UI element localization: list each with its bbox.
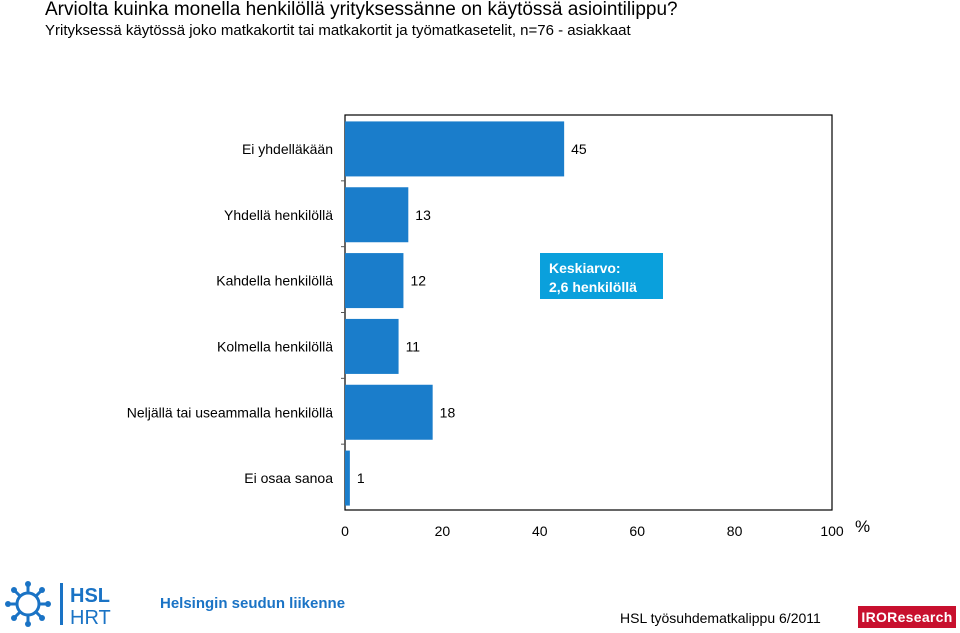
chart-subtitle: Yrityksessä käytössä joko matkakortit ta… bbox=[45, 22, 631, 39]
hsl-tagline: Helsingin seudun liikenne bbox=[160, 595, 346, 612]
annotation-box bbox=[540, 253, 663, 299]
category-label: Ei yhdelläkään bbox=[242, 141, 333, 157]
data-label: 18 bbox=[440, 404, 456, 420]
x-tick-label: 40 bbox=[532, 523, 548, 539]
x-tick-label: 0 bbox=[341, 523, 349, 539]
category-label: Neljällä tai useammalla henkilöllä bbox=[127, 404, 333, 420]
x-tick-label: 80 bbox=[727, 523, 743, 539]
bar bbox=[345, 121, 565, 177]
annotation-line1: Keskiarvo: bbox=[549, 260, 621, 276]
annotation-line2: 2,6 henkilöllä bbox=[549, 279, 637, 295]
x-tick-label: 100 bbox=[820, 523, 844, 539]
x-tick-label: 20 bbox=[435, 523, 451, 539]
bar bbox=[345, 318, 399, 374]
footer-text: HSL työsuhdematkalippu 6/2011 bbox=[620, 610, 821, 626]
chart-title: Arviolta kuinka monella henkilöllä yrity… bbox=[45, 0, 678, 20]
data-label: 13 bbox=[415, 207, 431, 223]
bar bbox=[345, 187, 409, 243]
unit-label: % bbox=[855, 517, 870, 536]
data-label: 45 bbox=[571, 141, 587, 157]
bar bbox=[345, 253, 404, 309]
x-tick-label: 60 bbox=[629, 523, 645, 539]
iro-research-logo: IROResearch bbox=[858, 606, 956, 628]
data-label: 12 bbox=[410, 273, 426, 289]
category-label: Ei osaa sanoa bbox=[244, 470, 333, 486]
svg-text:HSL: HSL bbox=[70, 585, 110, 607]
svg-text:HRT: HRT bbox=[70, 607, 111, 629]
category-label: Kahdella henkilöllä bbox=[216, 273, 333, 289]
category-label: Kolmella henkilöllä bbox=[217, 338, 333, 354]
hsl-logo-icon: HSL HRT bbox=[5, 581, 111, 629]
bar bbox=[345, 384, 433, 440]
category-label: Yhdellä henkilöllä bbox=[224, 207, 333, 223]
data-label: 11 bbox=[406, 338, 421, 354]
bar bbox=[345, 450, 350, 506]
data-label: 1 bbox=[357, 470, 365, 486]
bar-chart: Ei yhdelläkään 45 Yhdellä henkilöllä 13 Kahd… bbox=[127, 114, 870, 539]
